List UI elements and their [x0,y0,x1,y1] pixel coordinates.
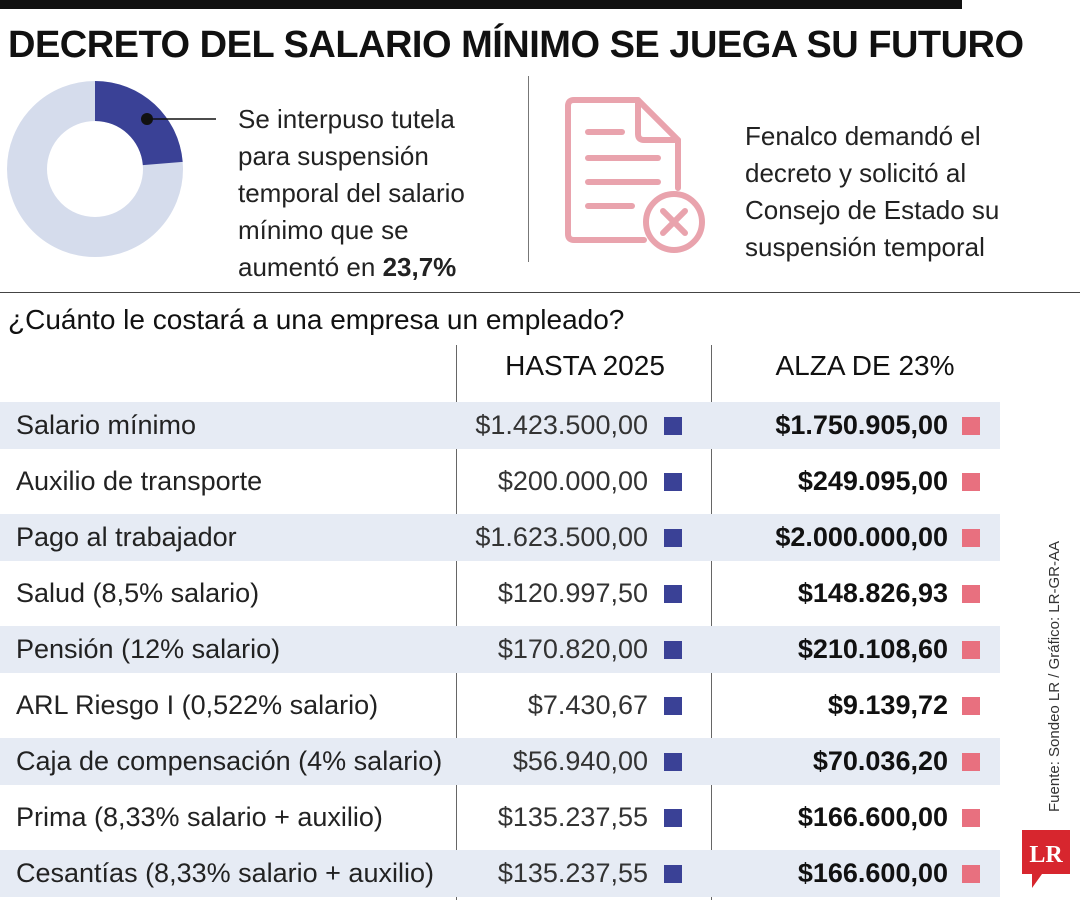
marker-alza [962,753,980,771]
value-alza: $2.000.000,00 [775,522,948,552]
table-row: Salud (8,5% salario) $120.997,50 $148.826,… [0,570,1000,617]
row-label: Pensión (12% salario) [16,634,281,664]
marker-2025 [664,417,682,435]
marker-2025 [664,641,682,659]
value-alza: $249.095,00 [797,466,948,496]
table-row: Prima (8,33% salario + auxilio) $135.237,… [0,794,1000,841]
row-label: Pago al trabajador [16,522,237,552]
table-row: ARL Riesgo I (0,522% salario) $7.430,67 $9… [0,682,1000,729]
marker-alza [962,585,980,603]
donut-chart [0,74,230,264]
row-label: Caja de compensación (4% salario) [16,746,443,776]
marker-alza [962,865,980,883]
value-2025: $120.997,50 [497,578,648,608]
marker-alza [962,529,980,547]
row-label: Prima (8,33% salario + auxilio) [16,802,383,832]
value-alza: $9.139,72 [827,690,948,720]
page-title: DECRETO DEL SALARIO MÍNIMO SE JUEGA SU F… [8,24,1024,66]
marker-2025 [664,473,682,491]
marker-2025 [664,585,682,603]
vertical-divider [528,76,529,262]
table-row: Pensión (12% salario) $170.820,00 $210.108… [0,626,1000,673]
callout-text: Se interpuso tutela para suspensión temp… [238,104,465,282]
value-2025: $1.623.500,00 [475,522,648,552]
value-alza: $70.036,20 [812,746,948,776]
column-header-alza: ALZA DE 23% [775,350,955,381]
row-label: Cesantías (8,33% salario + auxilio) [16,858,434,888]
column-separator-1 [456,345,457,900]
table-row: Caja de compensación (4% salario) $56.940… [0,738,1000,785]
donut-svg [7,81,216,257]
value-2025: $7.430,67 [527,690,648,720]
marker-alza [962,809,980,827]
marker-2025 [664,753,682,771]
value-alza: $148.826,93 [797,578,948,608]
marker-alza [962,641,980,659]
value-alza: $210.108,60 [797,634,948,664]
marker-alza [962,697,980,715]
donut-slice-highlight [95,81,183,166]
fenalco-callout: Fenalco demandó el decreto y solicitó al… [745,121,1000,262]
top-rule [0,0,962,9]
table-row: Cesantías (8,33% salario + auxilio) $135.… [0,850,1000,897]
column-header-2025: HASTA 2025 [505,350,665,381]
document-cancel-icon [565,97,705,253]
table-row: Pago al trabajador $1.623.500,00 $2.000.00… [0,514,1000,561]
row-label: ARL Riesgo I (0,522% salario) [16,690,379,720]
marker-alza [962,473,980,491]
marker-2025 [664,865,682,883]
table-row: Auxilio de transporte $200.000,00 $249.095… [0,458,1000,505]
value-2025: $135.237,55 [497,802,648,832]
value-alza: $166.600,00 [797,802,948,832]
marker-2025 [664,529,682,547]
logo-text: LR [1029,842,1063,868]
value-2025: $170.820,00 [497,634,648,664]
source-credit: Fuente: Sondeo LR / Gráfico: LR-GR-AA [1046,541,1063,812]
marker-2025 [664,809,682,827]
row-label: Salario mínimo [16,410,197,440]
value-alza: $166.600,00 [797,858,948,888]
table-question: ¿Cuánto le costará a una empresa un empl… [8,304,625,335]
section-divider [0,292,1080,293]
value-2025: $135.237,55 [497,858,648,888]
marker-2025 [664,697,682,715]
marker-alza [962,417,980,435]
row-label: Salud (8,5% salario) [16,578,260,608]
row-label: Auxilio de transporte [16,466,263,496]
value-2025: $1.423.500,00 [475,410,648,440]
tutela-callout: Se interpuso tutela para suspensión temp… [238,101,508,286]
callout-highlight: 23,7% [382,252,457,282]
value-2025: $200.000,00 [497,466,648,496]
table-row: Salario mínimo $1.423.500,00 $1.750.905,00 [0,402,1000,449]
column-separator-2 [711,345,712,900]
lr-logo: LR [1022,830,1070,888]
value-alza: $1.750.905,00 [775,410,948,440]
value-2025: $56.940,00 [512,746,648,776]
